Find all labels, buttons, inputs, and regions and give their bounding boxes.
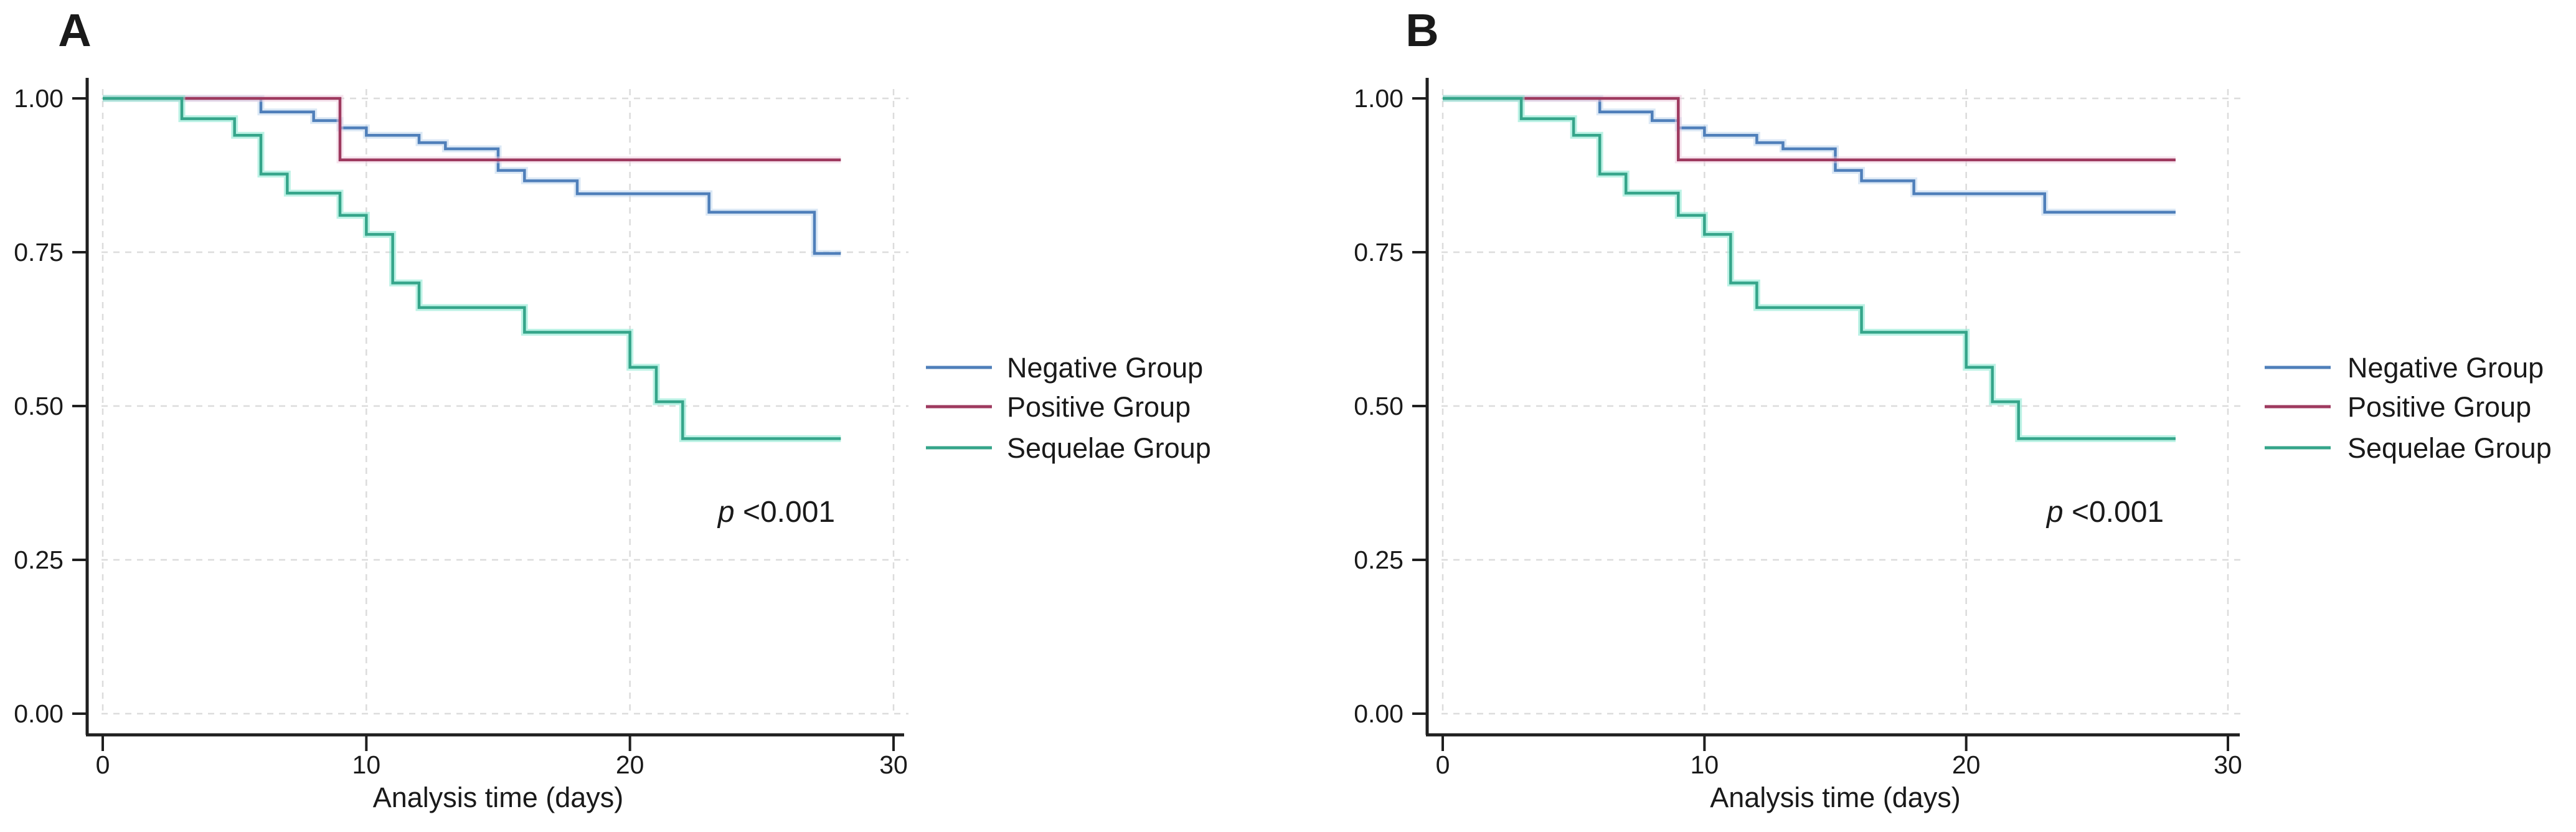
x-tick-label-20: 20 [1952,750,1981,779]
legend-label-positive-group: Positive Group [1007,391,1191,423]
y-tick-label-0.75: 0.75 [14,238,64,267]
x-axis-title: Analysis time (days) [1710,782,1961,813]
series-positive-group-line [103,97,841,162]
y-tick-label-0.25: 0.25 [1354,546,1404,574]
panel-label-b: B [1405,4,1438,56]
p-value-italic: p [2045,496,2064,529]
y-tick-label-0.50: 0.50 [1354,392,1404,420]
legend-label-positive-group: Positive Group [2347,391,2531,423]
legend: Negative Group Positive Group Sequelae Gro… [926,352,1211,464]
y-tick-label-0.75: 0.75 [1354,238,1404,267]
x-tick-label-30: 30 [2214,750,2242,779]
legend-label-sequelae-group: Sequelae Group [2347,432,2552,464]
x-tick-label-20: 20 [616,750,644,779]
y-tick-label-0.50: 0.50 [14,392,64,420]
legend-item-negative-group: Negative Group [2265,352,2544,384]
y-tick-label-0.25: 0.25 [14,546,64,574]
series-sequelae-group-line [1443,97,2176,440]
panel-b: 0.00 0.25 0.50 0.75 1.00 0 10 20 30 Analysis time… [1354,4,2552,813]
legend-item-positive-group: Positive Group [926,391,1191,423]
x-tick-label-10: 10 [1691,750,1719,779]
p-value-annotation: p <0.001 [2045,496,2164,529]
legend-label-sequelae-group: Sequelae Group [1007,432,1211,464]
panel-label-a: A [58,4,91,56]
p-value-rest: <0.001 [2064,496,2164,529]
y-tick-label-1.00: 1.00 [1354,84,1404,113]
x-tick-label-0: 0 [1436,750,1450,779]
p-value-italic: p [717,496,735,529]
p-value-rest: <0.001 [735,496,835,529]
panel-a: 0.00 0.25 0.50 0.75 1.00 0 10 20 30 Analysis time… [14,4,1211,813]
legend-item-sequelae-group: Sequelae Group [926,432,1211,464]
legend-item-negative-group: Negative Group [926,352,1203,384]
series-sequelae-group-line [103,97,841,440]
y-tick-label-0.00: 0.00 [1354,699,1404,728]
legend-label-negative-group: Negative Group [2347,352,2544,384]
legend-item-sequelae-group: Sequelae Group [2265,432,2552,464]
curves [1443,95,2176,442]
y-tick-label-1.00: 1.00 [14,84,64,113]
x-tick-label-0: 0 [96,750,110,779]
x-tick-label-30: 30 [879,750,908,779]
x-tick-label-10: 10 [352,750,381,779]
y-tick-label-0.00: 0.00 [14,699,64,728]
legend-label-negative-group: Negative Group [1007,352,1203,384]
p-value-annotation: p <0.001 [717,496,835,529]
series-positive-group-line [1443,97,2176,162]
curves [103,95,841,442]
series-negative-group-line [1443,97,2176,214]
x-axis-title: Analysis time (days) [373,782,624,813]
legend: Negative Group Positive Group Sequelae Gro… [2265,352,2552,464]
legend-item-positive-group: Positive Group [2265,391,2531,423]
series-negative-group-line [103,97,841,255]
